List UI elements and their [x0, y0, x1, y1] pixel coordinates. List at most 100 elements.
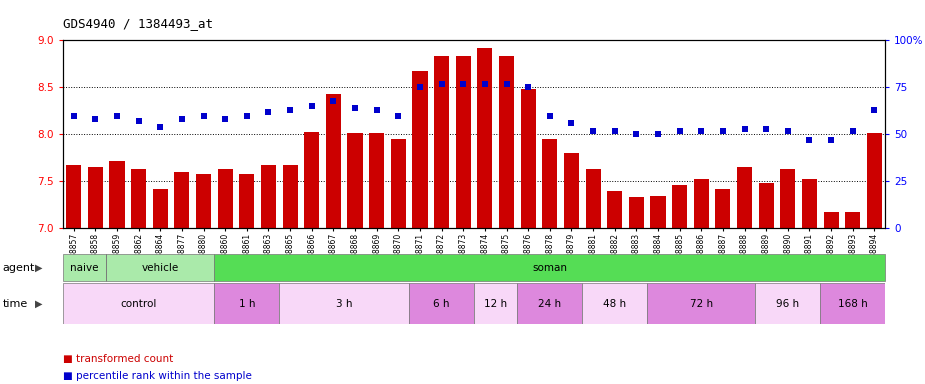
Bar: [153, 189, 167, 228]
Point: [391, 113, 406, 119]
Bar: [348, 132, 363, 228]
Point: [131, 118, 146, 124]
Point: [716, 127, 731, 134]
Bar: [629, 197, 644, 228]
Point: [629, 131, 644, 137]
Text: vehicle: vehicle: [142, 263, 179, 273]
Bar: [240, 174, 254, 228]
Bar: [390, 139, 406, 228]
Text: ■ transformed count: ■ transformed count: [63, 354, 173, 364]
Text: naive: naive: [70, 263, 99, 273]
Point: [586, 127, 600, 134]
Text: ■ percentile rank within the sample: ■ percentile rank within the sample: [63, 371, 252, 381]
Point: [758, 126, 773, 132]
Bar: [215, 254, 885, 281]
Text: ▶: ▶: [35, 299, 43, 309]
Bar: [517, 283, 582, 324]
Text: agent: agent: [3, 263, 35, 273]
Bar: [174, 172, 190, 228]
Bar: [521, 89, 536, 228]
Text: 1 h: 1 h: [239, 299, 255, 309]
Bar: [737, 167, 752, 228]
Bar: [217, 169, 233, 228]
Bar: [326, 94, 341, 228]
Point: [217, 116, 232, 122]
Point: [240, 113, 254, 119]
Bar: [413, 71, 427, 228]
Point: [261, 109, 276, 115]
Point: [283, 107, 298, 113]
Point: [650, 131, 665, 137]
Bar: [304, 132, 319, 228]
Bar: [282, 164, 298, 228]
Point: [67, 113, 81, 119]
Point: [477, 81, 492, 87]
Text: soman: soman: [532, 263, 567, 273]
Text: 24 h: 24 h: [538, 299, 561, 309]
Bar: [196, 174, 211, 228]
Text: 6 h: 6 h: [433, 299, 450, 309]
Point: [521, 84, 536, 91]
Bar: [802, 179, 817, 228]
Bar: [564, 153, 579, 228]
Point: [500, 81, 514, 87]
Text: ▶: ▶: [35, 263, 43, 273]
Bar: [131, 169, 146, 228]
Point: [737, 126, 752, 132]
Point: [672, 127, 687, 134]
Point: [867, 107, 882, 113]
Bar: [867, 132, 882, 228]
Bar: [648, 283, 756, 324]
Bar: [434, 56, 450, 228]
Bar: [369, 132, 384, 228]
Point: [153, 124, 167, 130]
Point: [542, 113, 557, 119]
Text: 12 h: 12 h: [484, 299, 507, 309]
Point: [608, 127, 623, 134]
Bar: [715, 189, 731, 228]
Text: time: time: [3, 299, 28, 309]
Bar: [67, 164, 81, 228]
Point: [824, 137, 839, 143]
Bar: [63, 254, 106, 281]
Point: [369, 107, 384, 113]
Point: [564, 120, 579, 126]
Text: GDS4940 / 1384493_at: GDS4940 / 1384493_at: [63, 17, 213, 30]
Point: [175, 116, 190, 122]
Bar: [477, 48, 492, 228]
Text: 48 h: 48 h: [603, 299, 626, 309]
Bar: [474, 283, 517, 324]
Bar: [650, 195, 666, 228]
Point: [434, 81, 449, 87]
Bar: [88, 167, 103, 228]
Point: [845, 127, 860, 134]
Text: 168 h: 168 h: [838, 299, 868, 309]
Bar: [823, 212, 839, 228]
Bar: [499, 56, 514, 228]
Bar: [542, 139, 558, 228]
Bar: [820, 283, 885, 324]
Point: [802, 137, 817, 143]
Bar: [63, 283, 215, 324]
Bar: [109, 161, 125, 228]
Text: 72 h: 72 h: [690, 299, 713, 309]
Point: [348, 105, 363, 111]
Point: [88, 116, 103, 122]
Bar: [607, 191, 623, 228]
Point: [109, 113, 124, 119]
Bar: [756, 283, 820, 324]
Bar: [694, 179, 709, 228]
Point: [694, 127, 709, 134]
Bar: [582, 283, 648, 324]
Bar: [261, 164, 276, 228]
Text: control: control: [120, 299, 157, 309]
Bar: [456, 56, 471, 228]
Text: 3 h: 3 h: [336, 299, 352, 309]
Point: [326, 98, 340, 104]
Bar: [409, 283, 474, 324]
Point: [304, 103, 319, 109]
Bar: [672, 185, 687, 228]
Bar: [106, 254, 215, 281]
Point: [456, 81, 471, 87]
Bar: [279, 283, 409, 324]
